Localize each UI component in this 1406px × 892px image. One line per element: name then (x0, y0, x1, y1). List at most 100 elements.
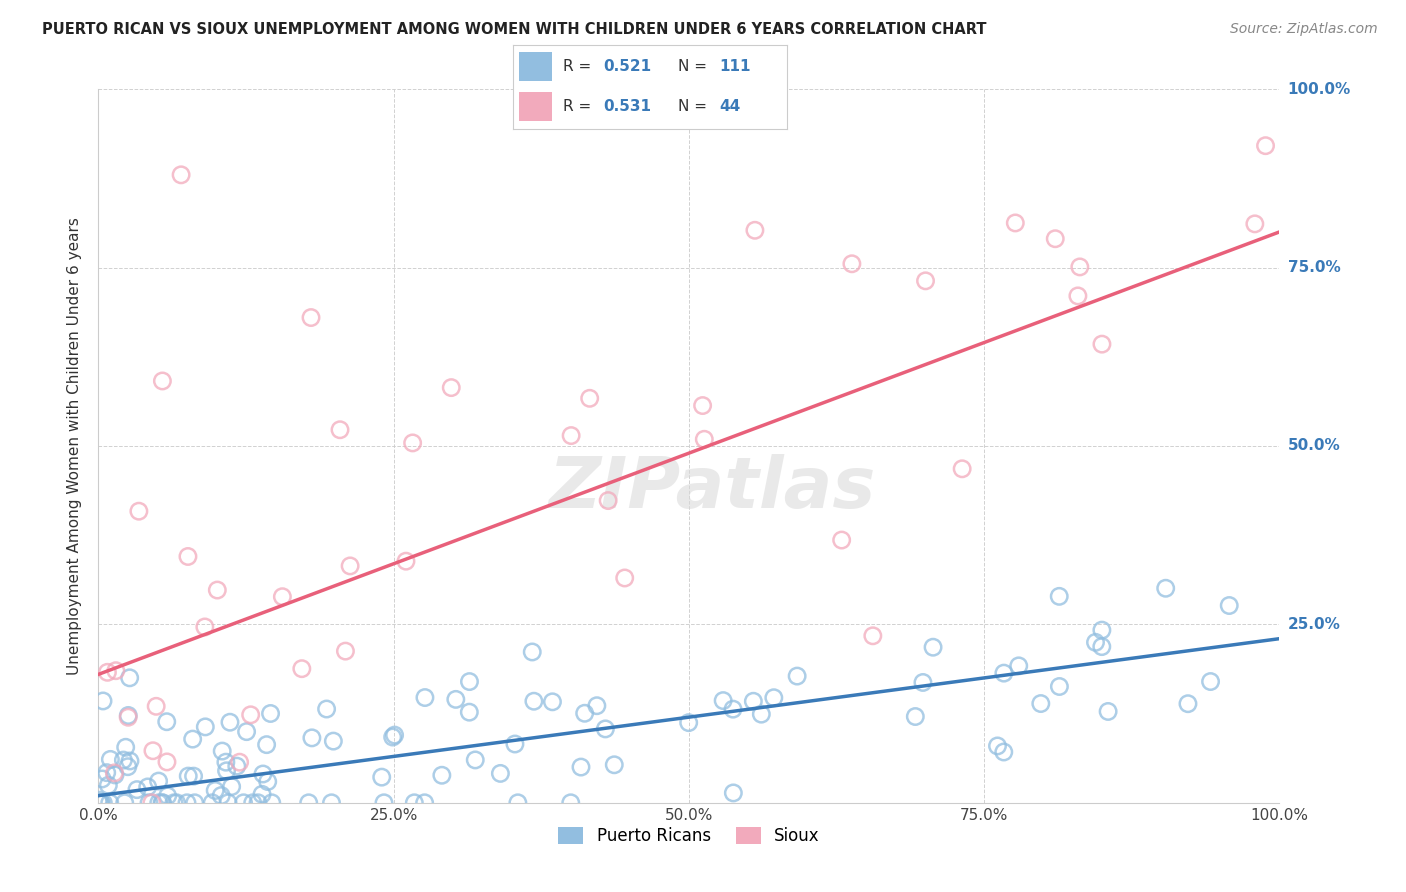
Point (239, 707, 262, 722)
Point (142, 744, 165, 758)
Point (922, 640, 945, 655)
Point (259, 706, 281, 721)
Point (117, 760, 139, 774)
Point (1029, 697, 1052, 711)
Point (721, 702, 744, 716)
Point (598, 493, 620, 508)
Point (125, 782, 148, 797)
Point (117, 710, 139, 724)
Point (117, 708, 139, 723)
Point (219, 715, 242, 730)
Point (90, 796, 112, 810)
Point (395, 554, 418, 568)
Point (163, 796, 186, 810)
Point (136, 780, 159, 794)
Point (247, 796, 270, 810)
Point (413, 690, 436, 705)
Point (711, 693, 734, 707)
Point (148, 774, 170, 789)
Point (177, 549, 200, 564)
Point (156, 755, 179, 769)
Point (215, 764, 238, 778)
Point (152, 374, 174, 388)
Point (786, 669, 808, 683)
Point (503, 737, 526, 751)
Point (831, 533, 853, 547)
Point (1154, 581, 1177, 595)
Point (96, 765, 118, 780)
Point (993, 666, 1015, 681)
Text: PUERTO RICAN VS SIOUX UNEMPLOYMENT AMONG WOMEN WITH CHILDREN UNDER 6 YEARS CORRE: PUERTO RICAN VS SIOUX UNEMPLOYMENT AMONG… (42, 22, 987, 37)
Point (225, 759, 247, 773)
Point (911, 675, 934, 690)
Point (904, 709, 927, 723)
Point (742, 694, 765, 708)
Point (506, 796, 529, 810)
Point (299, 310, 322, 325)
Point (413, 796, 436, 810)
Point (87, 796, 110, 810)
Point (574, 706, 596, 721)
Point (177, 769, 200, 783)
Point (523, 694, 546, 708)
Point (440, 381, 463, 395)
Point (370, 770, 392, 784)
Point (232, 796, 254, 810)
Point (444, 692, 467, 706)
Point (723, 786, 745, 800)
Point (1091, 337, 1114, 351)
Text: 25.0%: 25.0% (1288, 617, 1341, 632)
Point (744, 223, 766, 237)
Point (97, 778, 120, 792)
Point (762, 690, 785, 705)
Point (1047, 680, 1070, 694)
Point (678, 715, 700, 730)
Point (156, 714, 179, 729)
Point (1008, 658, 1031, 673)
Point (603, 757, 626, 772)
Point (256, 774, 278, 789)
Point (301, 731, 323, 745)
Point (522, 645, 544, 659)
Text: ZIPatlas: ZIPatlas (548, 454, 876, 524)
Point (183, 796, 205, 810)
Point (141, 796, 163, 810)
Point (1199, 674, 1222, 689)
Point (98, 796, 121, 810)
Point (170, 168, 193, 182)
Point (103, 765, 125, 780)
Point (578, 392, 600, 406)
Point (329, 423, 352, 437)
Point (489, 766, 512, 780)
Point (194, 720, 217, 734)
Point (260, 796, 283, 810)
Point (986, 739, 1008, 753)
Point (1004, 216, 1026, 230)
Point (91, 772, 114, 786)
Point (384, 728, 406, 742)
Point (252, 767, 274, 781)
Point (993, 745, 1015, 759)
Point (862, 629, 884, 643)
Point (211, 744, 233, 758)
Point (1067, 289, 1090, 303)
Point (207, 582, 229, 597)
Text: 111: 111 (718, 59, 751, 74)
Point (235, 724, 257, 739)
Point (560, 796, 582, 810)
Point (404, 796, 426, 810)
Point (560, 428, 582, 442)
Text: 75.0%: 75.0% (1288, 260, 1340, 275)
FancyBboxPatch shape (519, 92, 551, 120)
Point (138, 796, 160, 810)
Text: 100.0%: 100.0% (1288, 82, 1351, 96)
Point (204, 783, 226, 797)
Point (613, 571, 636, 585)
Text: R =: R = (562, 99, 596, 114)
Point (749, 707, 772, 722)
Point (181, 732, 204, 747)
Point (1218, 599, 1240, 613)
Point (586, 698, 609, 713)
Point (145, 699, 167, 714)
Point (128, 504, 150, 518)
